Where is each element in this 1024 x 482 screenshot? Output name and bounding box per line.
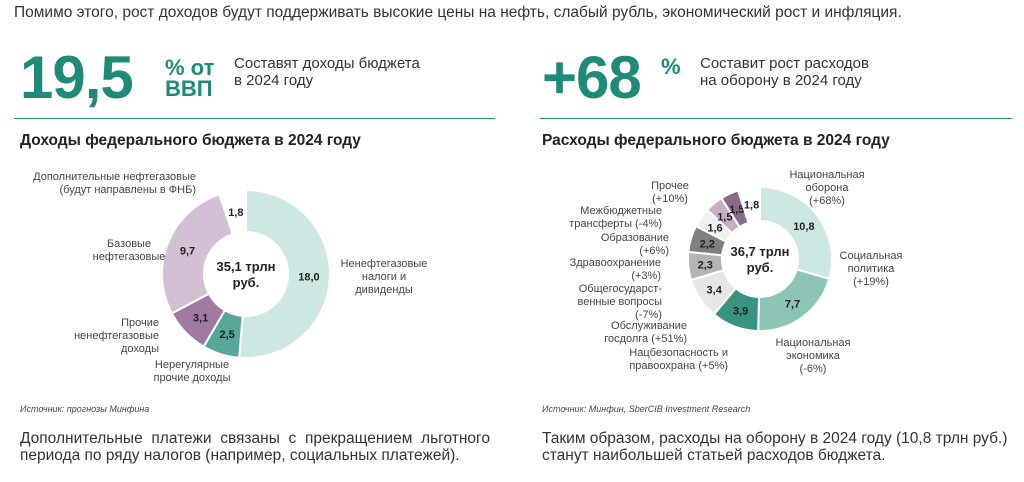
exp-label-general: Общегосударст- венные вопросы (-7%) — [577, 283, 662, 321]
exp-value-label-1: 7,7 — [785, 298, 800, 310]
rev-value-label-1: 2,5 — [219, 329, 234, 341]
kpi-left-unit-1: % от — [165, 55, 215, 80]
kpi-right-value: +68 — [542, 44, 642, 111]
kpi-right-unit: % — [661, 54, 681, 79]
chart-title-expenses: Расходы федерального бюджета в 2024 году — [542, 132, 890, 149]
exp-label-other: Прочее (+10%) — [651, 180, 689, 205]
exp-value-label-2: 3,9 — [733, 305, 748, 317]
exp-center-hole — [722, 221, 798, 297]
kpi-left-desc-2: в 2024 году — [234, 72, 314, 89]
rev-center-hole — [204, 232, 288, 316]
divider-right — [540, 118, 1012, 119]
exp-label-transfers: Межбюджетные трансферты (-4%) — [569, 205, 662, 230]
rev-value-label-0: 18,0 — [298, 272, 319, 284]
exp-value-label-4: 2,3 — [698, 259, 713, 271]
exp-value-label-5: 2,2 — [700, 238, 715, 250]
rev-label-additional: Дополнительные нефтегазовые (будут напра… — [33, 171, 196, 196]
rev-center-text-1: 35,1 трлн — [216, 259, 275, 274]
source-expenses: Источник: Минфин, SberCIB Investment Res… — [542, 404, 751, 414]
paragraph-left: Дополнительные платежи связаны с прекращ… — [20, 430, 490, 464]
chart-title-revenue: Доходы федерального бюджета в 2024 году — [20, 132, 361, 149]
kpi-right-desc-1: Составит рост расходов — [700, 55, 869, 72]
exp-value-label-9: 1,8 — [744, 200, 759, 212]
kpi-right-desc-2: на оборону в 2024 году — [700, 72, 862, 89]
exp-label-education: Образование (+6%) — [600, 232, 669, 257]
divider-left — [14, 118, 495, 119]
donut-expenses: 10,87,73,93,42,32,21,61,51,5 1,836,7 трлн… — [687, 185, 833, 333]
kpi-left-value: 19,5 — [20, 44, 134, 111]
exp-label-debt: Обслуживание госдолга (+51%) — [604, 320, 687, 345]
exp-value-label-7: 1,5 — [717, 212, 732, 224]
rev-label-nonoil-taxes: Ненефтегазовые налоги и дивиденды — [340, 258, 428, 296]
rev-label-base-oilgas: Базовые нефтегазовые — [92, 238, 166, 263]
exp-value-label-3: 3,4 — [707, 284, 723, 296]
exp-value-label-8: 1,5 — [729, 204, 744, 216]
exp-center-text-2: руб. — [747, 260, 774, 275]
exp-label-health: Здравоохранение (+3%) — [569, 257, 661, 282]
rev-label-irregular: Нерегулярные прочие доходы — [153, 359, 231, 384]
rev-value-label-3: 9,7 — [180, 246, 195, 258]
exp-label-defense: Национальная оборона (+68%) — [789, 169, 865, 207]
exp-label-security: Нацбезопасность и правоохрана (+5%) — [629, 347, 728, 372]
exp-label-social: Социальная политика (+19%) — [839, 250, 903, 288]
exp-center-text-1: 36,7 трлн — [730, 244, 789, 259]
rev-label-other-nonoil: Прочие ненефтегазовые доходы — [74, 317, 159, 355]
intro-text: Помимо этого, рост доходов будут поддерж… — [14, 4, 902, 21]
rev-center-text-2: руб. — [233, 275, 260, 290]
kpi-left-desc-1: Составят доходы бюджета — [234, 55, 420, 72]
exp-label-economy: Национальная экономика (-6%) — [775, 337, 851, 375]
rev-value-label-4: 1,8 — [228, 207, 243, 219]
paragraph-right: Таким образом, расходы на оборону в 2024… — [542, 430, 1008, 464]
rev-value-label-2: 3,1 — [193, 313, 208, 325]
exp-value-label-0: 10,8 — [793, 221, 814, 233]
kpi-left-unit-2: ВВП — [165, 76, 213, 101]
source-revenue: Источник: прогнозы Минфина — [20, 404, 150, 414]
exp-value-label-6: 1,6 — [707, 222, 722, 234]
